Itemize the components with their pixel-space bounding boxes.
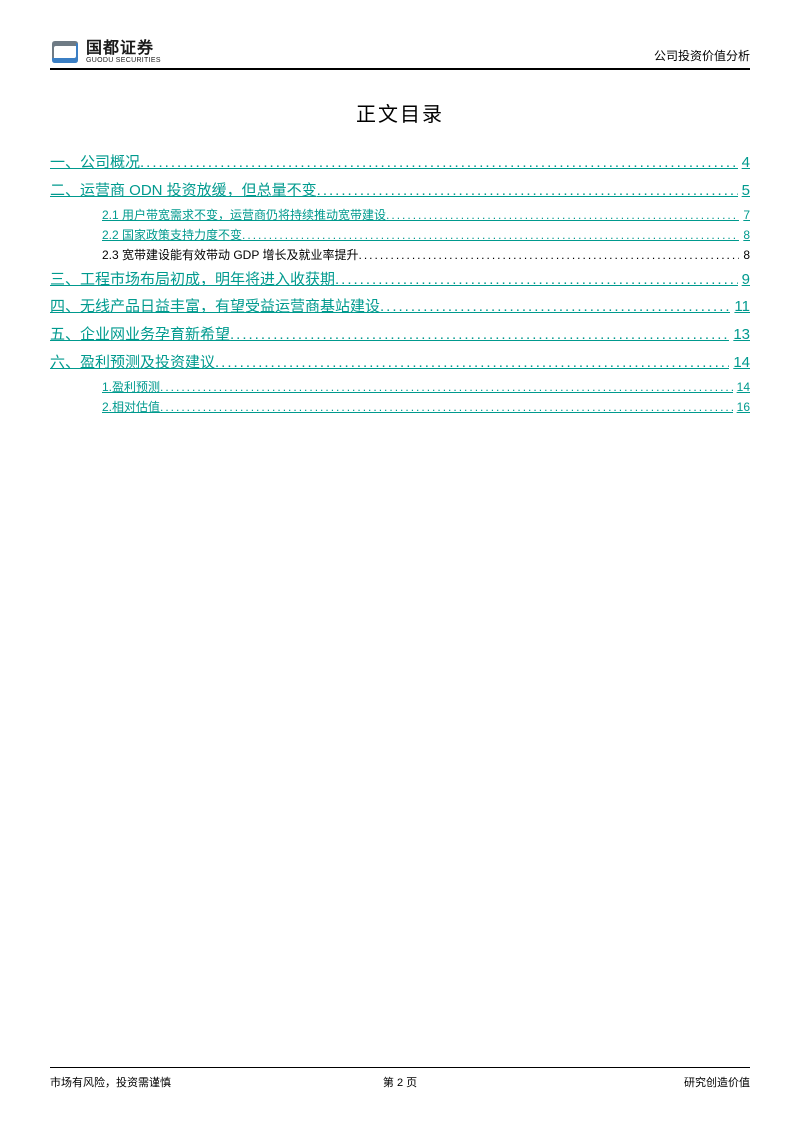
toc-leader-dots xyxy=(242,225,739,245)
toc-leader-dots xyxy=(215,349,729,377)
toc-entry-page: 14 xyxy=(729,349,750,377)
logo-name-en: GUODU SECURITIES xyxy=(86,57,161,64)
toc-leader-dots xyxy=(160,377,733,397)
logo-icon xyxy=(50,40,80,64)
toc-entry-label: 2.1 用户带宽需求不变，运营商仍将持续推动宽带建设 xyxy=(102,205,386,225)
page-footer: 市场有风险，投资需谨慎 第 2 页 研究创造价值 xyxy=(50,1067,750,1090)
toc-entry-label: 三、工程市场布局初成，明年将进入收获期 xyxy=(50,266,335,294)
footer-tagline: 研究创造价值 xyxy=(684,1074,750,1090)
toc-entry[interactable]: 1.盈利预测 14 xyxy=(50,377,750,397)
toc-entry[interactable]: 二、运营商 ODN 投资放缓，但总量不变 5 xyxy=(50,177,750,205)
toc-leader-dots xyxy=(160,397,733,417)
toc-entry-page: 16 xyxy=(733,397,750,417)
toc-entry: 2.3 宽带建设能有效带动 GDP 增长及就业率提升 8 xyxy=(50,245,750,265)
toc-entry-page: 8 xyxy=(739,225,750,245)
page-header: 国都证券 GUODU SECURITIES 公司投资价值分析 xyxy=(50,40,750,70)
toc-entry[interactable]: 2.2 国家政策支持力度不变 8 xyxy=(50,225,750,245)
toc-entry-page: 5 xyxy=(738,177,750,205)
toc-entry-page: 14 xyxy=(733,377,750,397)
logo-name-cn: 国都证券 xyxy=(86,41,161,57)
toc-entry-page: 13 xyxy=(729,321,750,349)
table-of-contents: 一、公司概况4二、运营商 ODN 投资放缓，但总量不变52.1 用户带宽需求不变… xyxy=(50,149,750,417)
company-logo: 国都证券 GUODU SECURITIES xyxy=(50,40,161,64)
toc-entry-page: 9 xyxy=(738,266,750,294)
toc-entry[interactable]: 2.相对估值 16 xyxy=(50,397,750,417)
toc-entry[interactable]: 五、企业网业务孕育新希望 13 xyxy=(50,321,750,349)
toc-entry-label: 一、公司概况 xyxy=(50,149,140,177)
toc-entry-label: 2.相对估值 xyxy=(102,397,160,417)
toc-leader-dots xyxy=(380,293,730,321)
toc-entry[interactable]: 2.1 用户带宽需求不变，运营商仍将持续推动宽带建设 7 xyxy=(50,205,750,225)
toc-entry-page: 7 xyxy=(739,205,750,225)
toc-entry-label: 2.2 国家政策支持力度不变 xyxy=(102,225,242,245)
toc-entry-label: 五、企业网业务孕育新希望 xyxy=(50,321,230,349)
toc-entry-label: 二、运营商 ODN 投资放缓，但总量不变 xyxy=(50,177,317,205)
toc-leader-dots xyxy=(386,205,739,225)
toc-entry-label: 六、盈利预测及投资建议 xyxy=(50,349,215,377)
toc-leader-dots xyxy=(358,245,739,265)
header-subtitle: 公司投资价值分析 xyxy=(654,47,750,64)
footer-disclaimer: 市场有风险，投资需谨慎 xyxy=(50,1074,171,1090)
toc-leader-dots xyxy=(230,321,729,349)
toc-leader-dots xyxy=(335,266,738,294)
toc-entry[interactable]: 四、无线产品日益丰富，有望受益运营商基站建设 11 xyxy=(50,293,750,321)
toc-title: 正文目录 xyxy=(50,98,750,127)
toc-entry[interactable]: 六、盈利预测及投资建议 14 xyxy=(50,349,750,377)
toc-leader-dots xyxy=(317,177,738,205)
toc-entry-label: 2.3 宽带建设能有效带动 GDP 增长及就业率提升 xyxy=(102,245,358,265)
toc-entry[interactable]: 三、工程市场布局初成，明年将进入收获期 9 xyxy=(50,266,750,294)
toc-entry-label: 1.盈利预测 xyxy=(102,377,160,397)
toc-entry-page: 11 xyxy=(730,293,750,321)
toc-entry[interactable]: 一、公司概况 4 xyxy=(50,149,750,177)
toc-entry-label: 四、无线产品日益丰富，有望受益运营商基站建设 xyxy=(50,293,380,321)
footer-page-number: 第 2 页 xyxy=(383,1074,417,1090)
toc-entry-page: 8 xyxy=(739,245,750,265)
toc-leader-dots xyxy=(140,149,738,177)
toc-entry-page: 4 xyxy=(738,149,750,177)
